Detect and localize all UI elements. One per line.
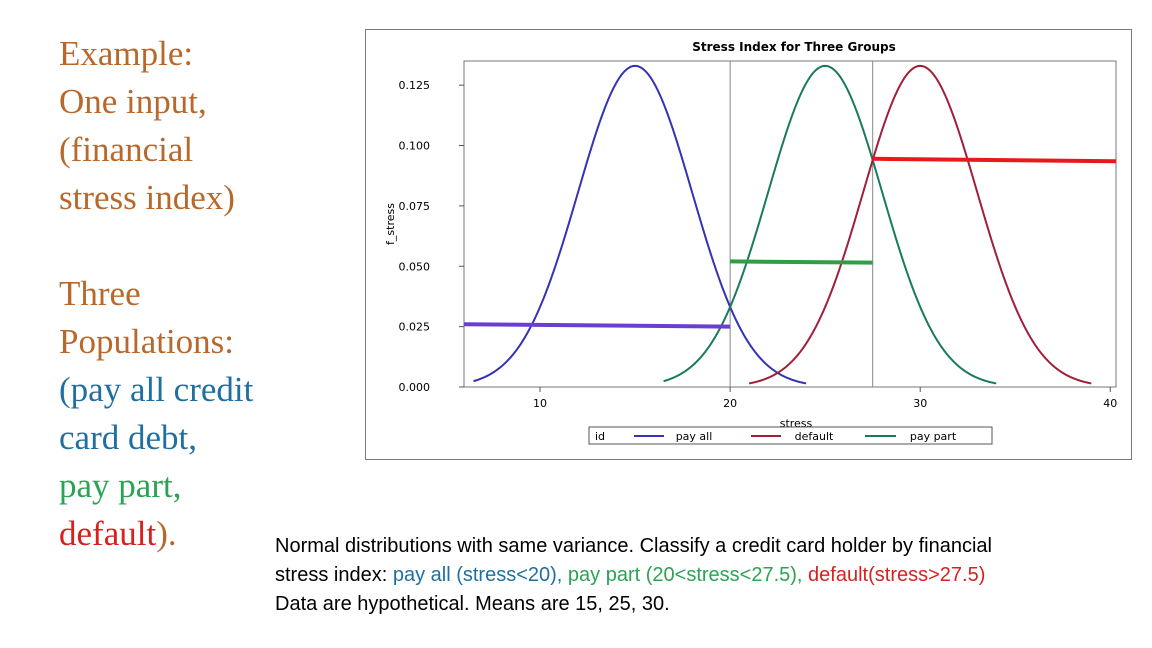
intro-line-3: (financial	[59, 130, 194, 169]
caption-line-2: stress index: pay all (stress<20), pay p…	[275, 561, 1150, 590]
y-axis-label: f_stress	[384, 203, 397, 245]
caption-line-1: Normal distributions with same variance.…	[275, 535, 992, 557]
legend-entry: default	[795, 430, 834, 443]
y-tick-label: 0.075	[399, 200, 431, 213]
plot-frame	[463, 60, 1117, 388]
pop-close: ).	[156, 514, 177, 553]
density-curve-default	[748, 64, 1092, 385]
pop-default-line: default).	[59, 510, 319, 558]
caption-pay-all: pay all (stress<20),	[392, 564, 568, 586]
y-tick-label: 0.050	[399, 260, 431, 273]
y-tick-label: 0.100	[399, 140, 431, 153]
left-annotation: Example: One input, (financial stress in…	[59, 30, 319, 558]
threshold-line-pay-all	[463, 322, 731, 329]
y-tick-label: 0.025	[399, 321, 431, 334]
spacer	[59, 222, 319, 270]
caption: Normal distributions with same variance.…	[275, 532, 1150, 619]
intro-line-1: Example:	[59, 34, 194, 73]
chart-title: Stress Index for Three Groups	[692, 40, 896, 54]
caption-pay-part: pay part (20<stress<27.5),	[567, 564, 809, 586]
chart-panel: Stress Index for Three Groups 0.000 0.025 0…	[365, 29, 1132, 460]
x-tick-label: 20	[723, 397, 737, 410]
pop-default: default	[59, 514, 157, 553]
x-tick-label: 30	[913, 397, 927, 410]
y-tick-label: 0.125	[399, 79, 431, 92]
legend-box	[588, 426, 993, 445]
populations-line-2: Populations:	[59, 322, 235, 361]
x-tick-label: 10	[533, 397, 547, 410]
legend-title: id	[595, 430, 605, 443]
caption-default: default(stress>27.5)	[808, 564, 986, 586]
populations-line-1: Three	[59, 274, 141, 313]
density-curve-pay-all	[473, 64, 807, 385]
x-tick-label: 40	[1103, 397, 1117, 410]
pop-pay-part: pay part,	[59, 466, 182, 505]
pop-pay-all-1: (pay all credit	[59, 370, 254, 409]
intro-line-2: One input,	[59, 82, 207, 121]
caption-line-3: Data are hypothetical. Means are 15, 25,…	[275, 593, 670, 615]
pop-pay-all-2: card debt,	[59, 418, 197, 457]
legend-entry: pay all	[676, 430, 713, 443]
density-curve-pay-part	[663, 64, 997, 385]
stress-chart: Stress Index for Three Groups 0.000 0.025 0…	[384, 40, 1117, 445]
y-tick-label: 0.000	[399, 381, 431, 394]
legend-entry: pay part	[910, 430, 957, 443]
threshold-line-default	[872, 156, 1117, 164]
threshold-line-pay-part	[730, 259, 873, 265]
caption-prefix: stress index:	[275, 564, 393, 586]
intro-line-4: stress index)	[59, 178, 235, 217]
